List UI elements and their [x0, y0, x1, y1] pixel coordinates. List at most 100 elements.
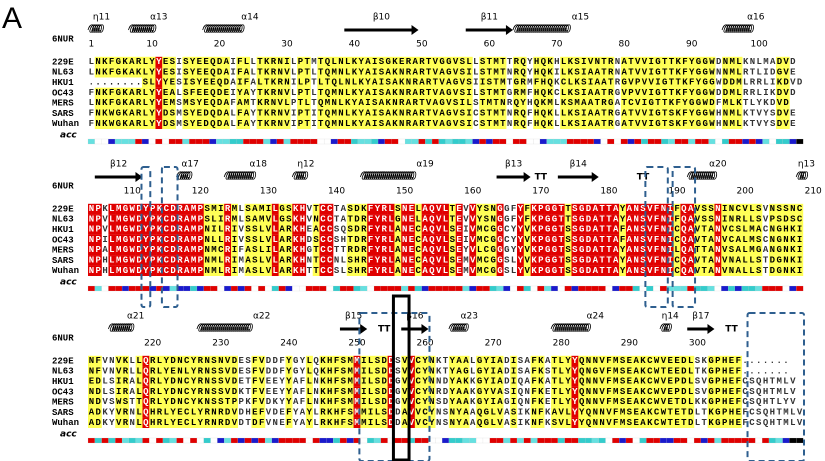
- residue-bg: [168, 87, 176, 99]
- acc-cell: [115, 437, 123, 444]
- residue-bg: [428, 386, 436, 398]
- residue-bg: [265, 203, 273, 215]
- residue-bg: [195, 87, 203, 99]
- residue-bg: [687, 376, 695, 387]
- residue-bg: [632, 397, 640, 408]
- residue-bg: [707, 366, 715, 377]
- residue-bg: [210, 397, 218, 408]
- residue-bg: [231, 214, 239, 225]
- residue-bg: [632, 366, 640, 377]
- residue-bg: [346, 366, 354, 377]
- helix: [550, 323, 591, 332]
- residue-bg: [639, 366, 647, 377]
- residue-bg: [256, 56, 264, 68]
- residue-bg: [782, 67, 790, 78]
- residue-bg: [564, 224, 572, 235]
- residue-bg: [360, 214, 368, 225]
- residue-bg: [580, 118, 588, 129]
- residue-bg: [687, 255, 695, 266]
- residue-bg: [627, 108, 635, 119]
- residue-bg: [333, 366, 341, 377]
- acc-cell: [357, 138, 365, 145]
- residue-bg: [587, 67, 595, 78]
- residue-bg: [462, 386, 470, 398]
- residue-bg: [496, 417, 504, 428]
- acc-cell: [222, 138, 230, 145]
- residue-bg: [101, 56, 109, 68]
- acc-cell: [537, 437, 545, 444]
- sequence: NFVNVKLLQRLYDNCYRNSNVDESFVDDFYGYLQKHFSMM…: [89, 356, 789, 366]
- residue-bg: [319, 376, 327, 387]
- residue-bg: [297, 87, 305, 99]
- acc-cell: [519, 138, 527, 145]
- residue-bg: [653, 386, 661, 398]
- residue-bg: [371, 98, 379, 109]
- residue-bg: [156, 224, 164, 235]
- acc-cell: [292, 285, 300, 292]
- residue-bg: [263, 98, 271, 109]
- sequence-name: 229E: [52, 356, 74, 366]
- acc-cell: [189, 138, 197, 145]
- acc-cell: [360, 285, 368, 292]
- residue-bg: [374, 203, 382, 215]
- residue-bg: [169, 245, 177, 256]
- residue-bg: [333, 376, 341, 387]
- residue-bg: [462, 417, 470, 428]
- residue-bg: [411, 108, 419, 119]
- residue-bg: [305, 376, 313, 387]
- residue-bg: [612, 203, 620, 215]
- residue-bg: [162, 355, 170, 367]
- residue-bg: [256, 108, 264, 119]
- residue-bg: [305, 397, 313, 408]
- sequence: NPHLMGWDYPKCDRAMPNMLRIMASLVLARKHTTCCSLSH…: [89, 266, 803, 276]
- sequence: LNKFGKARLYYEMSMSYEQDAFAMTKRNVLPTLTQMNLKY…: [89, 99, 790, 109]
- residue-bg: [353, 214, 361, 225]
- acc-cell: [748, 285, 756, 292]
- residue-bg: [564, 355, 572, 367]
- residue-bg: [462, 376, 470, 387]
- residue-bg: [222, 87, 230, 99]
- residue-bg: [428, 366, 436, 377]
- residue-bg: [465, 108, 473, 119]
- residue-bg: [324, 108, 332, 119]
- residue-bg: [776, 67, 783, 78]
- acc-cell: [283, 138, 291, 145]
- residue-bg: [666, 234, 674, 246]
- residue-bg: [135, 87, 143, 99]
- residue-bg: [292, 255, 300, 266]
- residue-bg: [512, 98, 520, 109]
- residue-bg: [190, 214, 198, 225]
- residue-bg: [148, 87, 156, 99]
- residue-bg: [195, 118, 203, 129]
- residue-bg: [351, 56, 359, 68]
- acc-cell: [571, 285, 579, 292]
- residue-bg: [585, 386, 593, 398]
- residue-bg: [512, 67, 520, 78]
- residue-bg: [564, 366, 572, 377]
- residue-bg: [94, 407, 102, 418]
- residue-bg: [299, 234, 307, 246]
- residue-bg: [458, 98, 466, 109]
- residue-bg: [270, 118, 278, 129]
- residue-bg: [551, 224, 559, 235]
- residue-bg: [176, 386, 184, 398]
- acc-cell: [337, 138, 345, 145]
- residue-bg: [367, 265, 375, 276]
- acc-cell: [285, 437, 293, 444]
- acc-cell: [298, 437, 307, 444]
- acc-cell: [128, 437, 136, 444]
- residue-bg: [782, 214, 790, 225]
- acc-cell: [516, 285, 525, 292]
- residue-bg: [510, 386, 518, 398]
- residue-bg: [141, 67, 149, 78]
- residue-bg: [357, 108, 365, 119]
- residue-bg: [209, 67, 217, 78]
- residue-bg: [387, 397, 395, 408]
- residue-bg: [482, 355, 490, 367]
- residue-bg: [344, 118, 352, 129]
- residue-bg: [639, 224, 647, 235]
- residue-bg: [688, 56, 696, 68]
- residue-bg: [537, 355, 545, 367]
- residue-bg: [428, 265, 436, 276]
- acc-cell: [169, 285, 177, 292]
